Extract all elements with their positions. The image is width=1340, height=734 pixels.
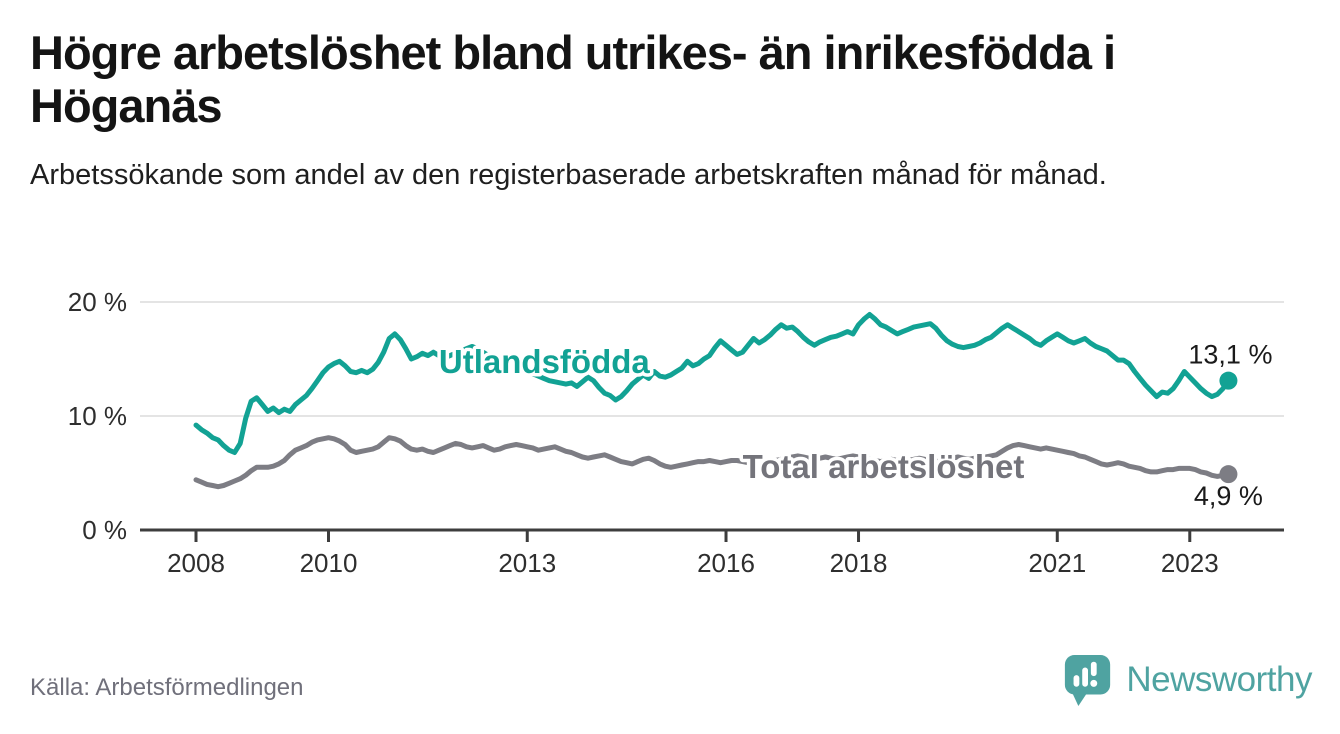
source-text: Källa: Arbetsförmedlingen [30,674,304,701]
header: Högre arbetslöshet bland utrikes- än inr… [30,26,1295,197]
series-line-utlandsfodda [193,312,1231,455]
y-tick-label-0: 0 % [82,515,127,545]
x-tick-label-2010: 2010 [300,548,358,578]
x-tick-label-2018: 2018 [830,548,888,578]
x-tick-label-2021: 2021 [1028,548,1086,578]
end-value-label-total: 4,9 % [1194,481,1263,511]
x-tick-label-2016: 2016 [697,548,755,578]
end-value-label-utlandsfodda: 13,1 % [1188,340,1272,370]
x-tick-label-2008: 2008 [167,548,225,578]
page-subtitle: Arbetssökande som andel av den registerb… [30,159,1107,192]
x-tick-label-2013: 2013 [498,548,556,578]
series-line-total [193,435,1231,490]
newsworthy-logo: Newsworthy [1062,652,1312,708]
page-title: Högre arbetslöshet bland utrikes- än inr… [30,26,1116,133]
brand-wordmark: Newsworthy [1126,660,1312,699]
footer: Källa: Arbetsförmedlingen Newsworthy [0,652,1340,712]
x-tick-label-2023: 2023 [1161,548,1219,578]
series-label-total: Total arbetslöshet [743,448,1025,485]
end-dot-total [1219,465,1238,484]
y-tick-label-20: 20 % [68,287,127,317]
speech-bubble-bar-chart-icon [1065,654,1111,706]
y-tick-label-10: 10 % [68,401,127,431]
end-dot-utlandsfodda [1219,371,1238,390]
series-label-utlandsfodda: Utlandsfödda [439,343,650,380]
